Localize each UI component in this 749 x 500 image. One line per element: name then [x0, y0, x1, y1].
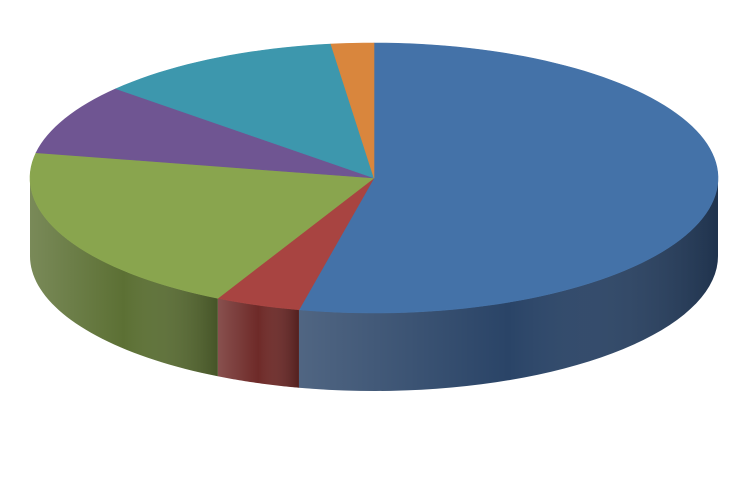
pie-slice-side-shade-2: [30, 178, 218, 377]
pie-slice-4: [115, 43, 375, 179]
pie-slice-3: [35, 88, 375, 179]
pie-slice-side-shade-0: [298, 178, 718, 391]
pie-slice-2: [29, 152, 375, 299]
pie-slice-1: [217, 177, 375, 311]
pie-slice-0: [298, 42, 719, 314]
pie-slice-5: [330, 42, 375, 179]
pie-slice-side-shade-1: [217, 298, 299, 388]
pie-tops: [29, 42, 719, 314]
pie-sides: [30, 178, 718, 391]
